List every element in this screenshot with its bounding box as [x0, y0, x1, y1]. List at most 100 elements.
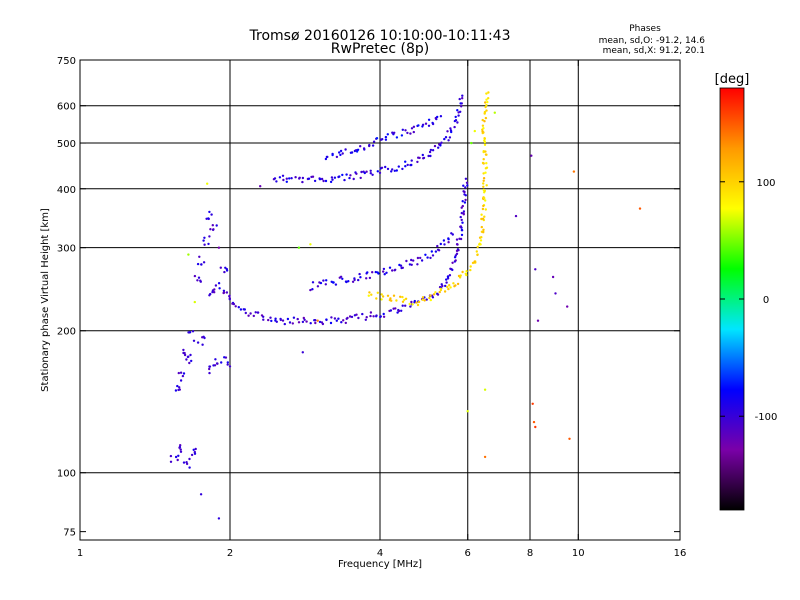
data-point: [239, 308, 243, 311]
data-point: [179, 450, 183, 453]
y-tick-label: 300: [57, 244, 76, 255]
data-point: [344, 321, 347, 325]
data-point: [473, 260, 476, 263]
data-point: [176, 458, 179, 462]
data-point: [282, 178, 285, 182]
data-point: [464, 198, 467, 202]
data-point: [438, 290, 441, 294]
data-point: [454, 254, 457, 257]
data-point: [484, 171, 487, 174]
data-point: [384, 135, 388, 139]
data-point: [358, 272, 361, 276]
data-point: [412, 130, 415, 134]
colorbar-label: [deg]: [715, 72, 750, 87]
data-point: [395, 169, 398, 172]
data-point: [182, 372, 186, 375]
data-point: [318, 281, 321, 284]
data-point: [380, 293, 383, 296]
data-point: [410, 263, 413, 266]
data-point: [421, 298, 424, 301]
data-point: [188, 457, 191, 461]
data-point: [572, 170, 576, 173]
data-point: [396, 311, 399, 314]
data-point: [452, 282, 455, 285]
data-point: [429, 148, 433, 152]
data-point: [399, 264, 403, 267]
data-point: [424, 122, 428, 125]
data-point: [342, 319, 345, 322]
data-point: [447, 241, 450, 244]
data-point: [259, 185, 262, 188]
data-point: [207, 217, 210, 220]
data-point: [355, 313, 358, 316]
data-point: [174, 455, 178, 459]
chart-title: Tromsø 20160126 10:10:00-10:11:43: [249, 28, 511, 44]
series-x-mode-trace: [367, 91, 490, 307]
data-point: [200, 263, 203, 266]
data-point: [445, 281, 448, 284]
data-point: [459, 102, 462, 105]
data-point: [301, 320, 305, 324]
data-point: [202, 261, 206, 264]
data-point: [446, 130, 449, 133]
data-point: [428, 150, 432, 154]
data-point: [400, 134, 404, 137]
data-point: [461, 200, 464, 203]
data-point: [454, 115, 457, 119]
data-point: [201, 336, 204, 339]
data-point: [487, 97, 490, 100]
data-point: [213, 288, 216, 291]
data-point: [443, 243, 446, 246]
data-point: [311, 288, 314, 291]
data-point: [215, 224, 218, 227]
data-point: [209, 228, 212, 231]
data-point: [443, 137, 446, 141]
data-point: [179, 379, 183, 382]
data-point: [421, 296, 425, 299]
data-point: [333, 317, 337, 320]
data-point: [243, 308, 246, 311]
data-point: [337, 317, 340, 320]
data-point: [382, 312, 385, 316]
data-point: [415, 301, 418, 304]
data-point: [408, 302, 411, 306]
data-point: [485, 92, 488, 95]
data-point: [448, 274, 452, 277]
y-tick-label: 600: [57, 102, 76, 113]
data-point: [214, 358, 217, 361]
data-point: [454, 259, 457, 262]
data-point: [482, 185, 485, 188]
data-point: [534, 425, 537, 429]
data-point: [222, 291, 226, 294]
data-point: [395, 299, 398, 302]
x-tick-label: 2: [227, 548, 233, 559]
data-point: [421, 123, 425, 127]
data-point: [380, 298, 383, 301]
data-point: [367, 294, 370, 297]
data-point: [480, 236, 483, 239]
data-point: [371, 271, 374, 274]
data-point: [316, 319, 319, 322]
colorbar-tick-label: 0: [763, 295, 769, 306]
data-point: [372, 315, 375, 318]
data-point: [485, 98, 488, 101]
data-point: [466, 184, 469, 187]
data-point: [466, 410, 469, 413]
data-point: [459, 110, 462, 114]
data-point: [484, 105, 487, 109]
data-point: [275, 180, 278, 183]
data-point: [449, 286, 452, 289]
data-point: [482, 188, 485, 192]
data-point: [368, 291, 371, 294]
data-point: [177, 371, 180, 375]
data-point: [220, 361, 223, 364]
data-point: [222, 289, 226, 292]
data-point: [428, 296, 431, 300]
data-point: [288, 177, 291, 180]
data-point: [232, 302, 236, 306]
data-point: [333, 176, 337, 179]
data-point: [338, 151, 341, 154]
y-tick-label: 400: [57, 185, 76, 196]
data-point: [482, 231, 485, 234]
data-point: [218, 287, 221, 290]
